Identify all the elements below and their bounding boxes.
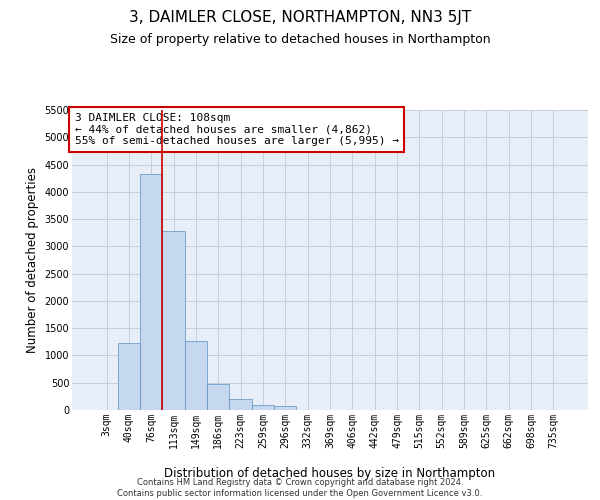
Text: Size of property relative to detached houses in Northampton: Size of property relative to detached ho… — [110, 32, 490, 46]
Bar — [163, 231, 185, 410]
Bar — [185, 342, 207, 410]
Bar — [229, 399, 252, 410]
Text: Contains HM Land Registry data © Crown copyright and database right 2024.
Contai: Contains HM Land Registry data © Crown c… — [118, 478, 482, 498]
Bar — [207, 384, 229, 410]
Text: Distribution of detached houses by size in Northampton: Distribution of detached houses by size … — [164, 467, 496, 480]
Bar — [274, 406, 296, 410]
Y-axis label: Number of detached properties: Number of detached properties — [26, 167, 39, 353]
Text: 3 DAIMLER CLOSE: 108sqm
← 44% of detached houses are smaller (4,862)
55% of semi: 3 DAIMLER CLOSE: 108sqm ← 44% of detache… — [74, 113, 398, 146]
Text: 3, DAIMLER CLOSE, NORTHAMPTON, NN3 5JT: 3, DAIMLER CLOSE, NORTHAMPTON, NN3 5JT — [129, 10, 471, 25]
Bar — [252, 404, 274, 410]
Bar — [140, 174, 163, 410]
Bar — [118, 343, 140, 410]
